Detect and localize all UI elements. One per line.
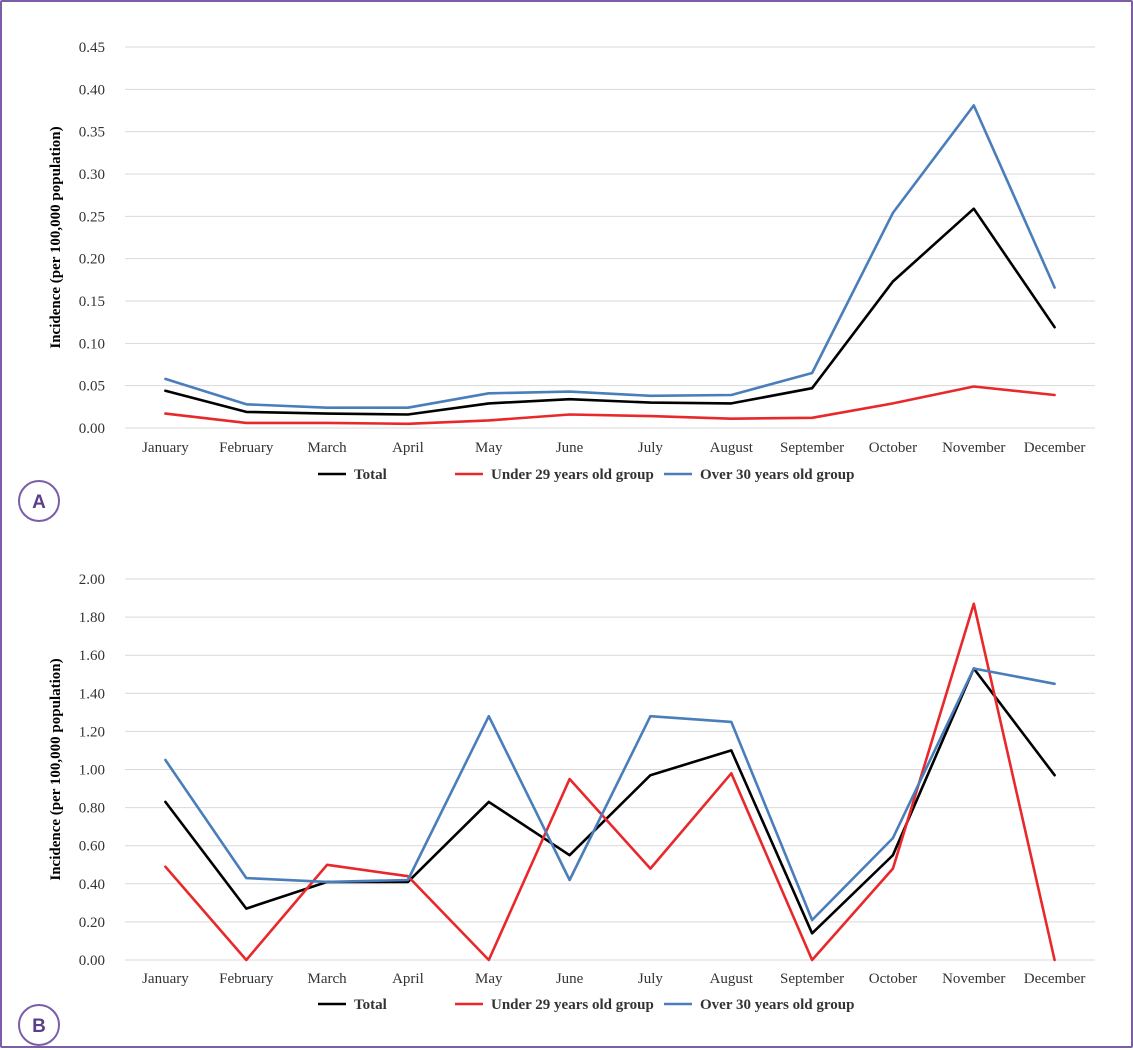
x-tick-label: January	[142, 440, 189, 456]
x-tick-label: August	[710, 440, 754, 456]
legend-entry: Under 29 years old group	[491, 467, 654, 483]
y-tick-label: 0.25	[79, 209, 105, 225]
x-tick-label: June	[556, 440, 584, 456]
series-line-3	[164, 104, 1056, 410]
x-tick-label: April	[392, 440, 424, 456]
y-tick-label: 0.20	[79, 252, 105, 268]
x-tick-label: December	[1024, 971, 1086, 987]
x-tick-label: January	[142, 971, 189, 987]
y-tick-label: 0.00	[79, 953, 105, 969]
y-axis-label: Incidence (per 100,000 population)	[48, 126, 64, 348]
series-line-2	[164, 602, 1056, 962]
y-tick-label: 1.40	[79, 686, 105, 702]
y-tick-label: 0.10	[79, 336, 105, 352]
x-tick-label: June	[556, 971, 584, 987]
y-tick-label: 2.00	[79, 572, 105, 588]
y-tick-label: 0.45	[79, 40, 105, 56]
x-tick-label: March	[308, 440, 348, 456]
y-tick-label: 1.80	[79, 610, 105, 626]
series-line-2	[164, 385, 1056, 426]
chart-panel-b: 0.00 0.20 0.40 0.60 0.80 1.00 1.20 1.40 1.60 1.80…	[0, 525, 1133, 1050]
y-tick-label: 0.30	[79, 167, 105, 183]
chart-b-svg: 0.00 0.20 0.40 0.60 0.80 1.00 1.20 1.40 1.60 1.80…	[18, 572, 1095, 1046]
chart-a-svg: 0.00 0.05 0.10 0.15 0.20 0.25 0.30 0.35 0.40 0.45…	[18, 40, 1095, 522]
x-tick-label: July	[638, 440, 664, 456]
x-tick-label: December	[1024, 440, 1086, 456]
legend-entry: Total	[354, 467, 387, 483]
y-tick-label: 0.35	[79, 125, 105, 141]
x-tick-label: August	[710, 971, 754, 987]
y-tick-label: 1.00	[79, 763, 105, 779]
y-tick-label: 0.05	[79, 379, 105, 395]
series-line-1	[164, 207, 1056, 416]
legend-entry: Total	[354, 997, 387, 1013]
y-tick-label: 0.00	[79, 421, 105, 437]
x-tick-label: April	[392, 971, 424, 987]
y-tick-label: 0.15	[79, 294, 105, 310]
x-tick-label: November	[942, 440, 1005, 456]
x-tick-label: February	[219, 440, 274, 456]
y-axis-label: Incidence (per 100,000 population)	[48, 658, 64, 880]
chart-panel-a: 0.00 0.05 0.10 0.15 0.20 0.25 0.30 0.35 0.40 0.45…	[18, 40, 1095, 522]
y-tick-label: 0.40	[79, 877, 105, 893]
y-tick-label: 0.20	[79, 915, 105, 931]
x-tick-label: February	[219, 971, 274, 987]
x-tick-label: October	[869, 440, 917, 456]
y-tick-label: 1.60	[79, 648, 105, 664]
x-tick-label: September	[780, 971, 844, 987]
legend-entry: Over 30 years old group	[700, 997, 854, 1013]
x-tick-label: May	[475, 440, 503, 456]
legend-entry: Over 30 years old group	[700, 467, 854, 483]
x-tick-label: October	[869, 971, 917, 987]
panel-badge	[18, 480, 60, 522]
panel-badge	[18, 1004, 60, 1046]
y-tick-label: 0.80	[79, 801, 105, 817]
y-tick-label: 0.60	[79, 839, 105, 855]
panel-label: B	[32, 1016, 46, 1037]
y-tick-label: 1.20	[79, 724, 105, 740]
x-tick-label: November	[942, 971, 1005, 987]
panel-label: A	[32, 492, 46, 513]
x-tick-label: September	[780, 440, 844, 456]
legend-entry: Under 29 years old group	[491, 997, 654, 1013]
x-tick-label: July	[638, 971, 664, 987]
y-tick-label: 0.40	[79, 82, 105, 98]
series-line-3	[164, 667, 1056, 922]
x-tick-label: March	[308, 971, 348, 987]
x-tick-label: May	[475, 971, 503, 987]
